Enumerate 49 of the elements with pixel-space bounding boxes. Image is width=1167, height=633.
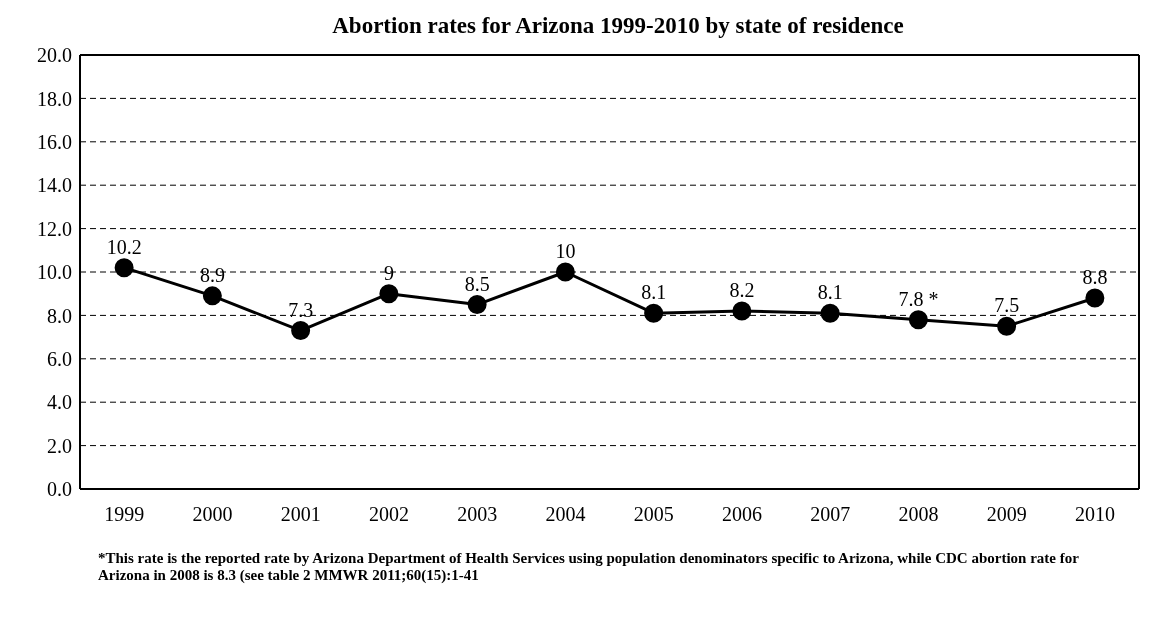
data-label: 9 (383, 261, 394, 284)
y-tick-label: 14.0 (37, 174, 72, 197)
y-tick-label: 2.0 (47, 434, 72, 457)
data-label: 10.2 (106, 235, 142, 258)
point (908, 310, 928, 330)
data-label: 8.1 (641, 281, 667, 304)
data-label: 7.8 * (898, 287, 939, 310)
y-tick-label: 0.0 (47, 478, 72, 501)
point (379, 284, 399, 304)
point (467, 295, 487, 315)
x-tick-label: 2001 (280, 503, 321, 526)
text: *This rate is the reported rate by Arizona Department of Health Services using population denominators specific to Arizona, while CDC abortion rate for Arizona in 2008 is 8.3 (see table 2 MMWR 2011;60(15):1-41 (98, 550, 1080, 584)
point (820, 303, 840, 323)
y-tick-label: 20.0 (37, 44, 72, 67)
x-tick-label: 2008 (898, 503, 939, 526)
x-tick-label: 2000 (192, 503, 233, 526)
data-label: 7.5 (994, 294, 1020, 317)
data-label: 8.5 (464, 272, 490, 295)
y-tick-label: 16.0 (37, 130, 72, 153)
point (644, 303, 664, 323)
point (997, 316, 1017, 336)
data-label: 8.2 (729, 279, 755, 302)
x-tick-label: 2009 (986, 503, 1027, 526)
x-tick-label: 2003 (457, 503, 498, 526)
y-tick-label: 6.0 (47, 347, 72, 370)
data-label: 8.8 (1082, 266, 1108, 289)
x-tick-label: 2004 (545, 503, 586, 526)
chart-title: Abortion rates for Arizona 1999-2010 by state of residence (331, 12, 905, 40)
x-tick-label: 2005 (633, 503, 674, 526)
data-label: 8.9 (199, 263, 225, 286)
y-tick-label: 8.0 (47, 304, 72, 327)
x-tick-label: 2002 (368, 503, 409, 526)
data-label: 8.1 (817, 281, 843, 304)
point (1085, 288, 1105, 308)
point (555, 262, 575, 282)
data-label: 10 (555, 240, 576, 262)
point (732, 301, 752, 321)
x-tick-label: 2010 (1074, 503, 1115, 526)
point (114, 258, 134, 278)
y-tick-label: 10.0 (37, 261, 72, 284)
data-label: 7.3 (288, 298, 314, 321)
x-tick-label: 2007 (810, 503, 851, 526)
x-tick-label: 2006 (721, 503, 762, 526)
x-tick-label: 1999 (104, 503, 145, 526)
point (291, 321, 311, 341)
y-tick-label: 12.0 (37, 217, 72, 240)
point (202, 286, 222, 306)
y-tick-label: 18.0 (37, 87, 72, 110)
y-tick-label: 4.0 (47, 391, 72, 414)
